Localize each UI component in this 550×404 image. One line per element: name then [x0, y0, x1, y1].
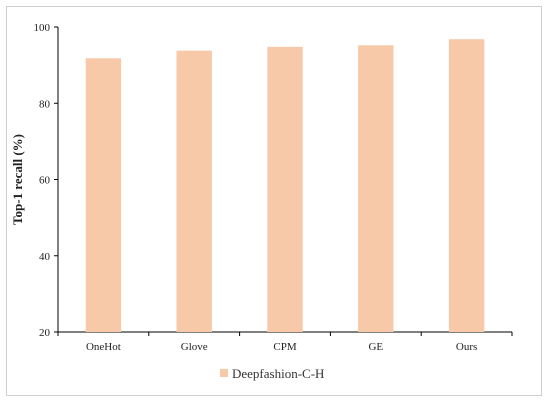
x-tick-label: OneHot [86, 341, 121, 353]
x-tick-label: CPM [273, 341, 296, 353]
legend-swatch [220, 369, 228, 377]
bar [85, 58, 122, 332]
y-axis-title: Top-1 recall (%) [10, 134, 25, 225]
x-tick-label: GE [368, 341, 383, 353]
bar [267, 46, 303, 332]
x-axis: OneHot Glove CPM GE Ours [57, 331, 513, 353]
bar [448, 39, 485, 332]
bar [358, 45, 394, 333]
bars [85, 39, 485, 333]
bar [176, 50, 212, 332]
y-tick-label: 100 [34, 22, 51, 34]
y-tick-label: 60 [39, 175, 51, 187]
legend: Deepfashion-C-H [220, 366, 324, 381]
legend-label: Deepfashion-C-H [232, 366, 324, 381]
y-tick-label: 40 [39, 251, 51, 263]
x-tick-label: Glove [181, 341, 208, 353]
y-tick-label: 80 [39, 98, 51, 110]
y-axis: 20 40 60 80 100 [34, 22, 59, 339]
x-tick-label: Ours [456, 341, 477, 353]
y-tick-label: 20 [39, 327, 51, 339]
